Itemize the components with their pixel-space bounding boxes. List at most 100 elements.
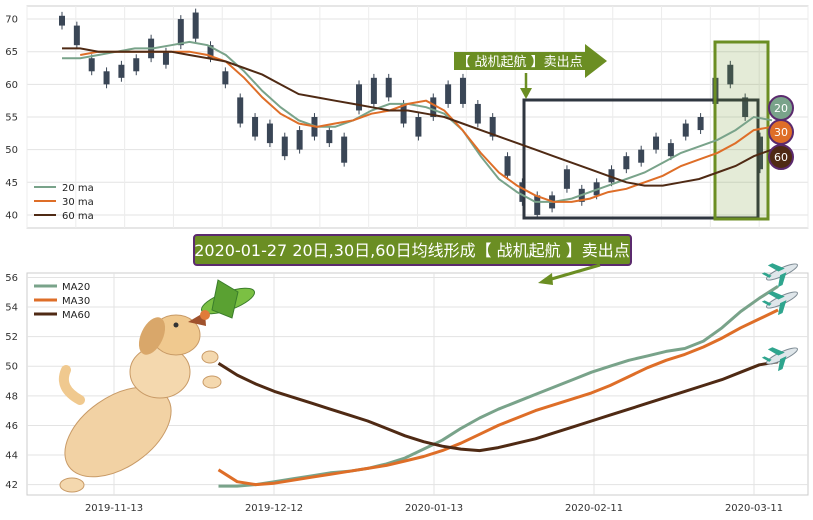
badge-60-label: 60 [774,151,788,164]
candle-body [400,103,407,124]
annotation-pointer-head [520,88,532,99]
candle-y-tick: 55 [5,113,18,124]
candle-body [653,136,660,150]
legend-label-60ma: 60 ma [62,211,94,222]
banner-pointer-line [547,263,601,282]
legend-label-ma60: MA60 [62,310,90,321]
candle-body [341,136,348,163]
ma-line-30ma [80,50,773,203]
legend-label-ma30: MA30 [62,296,90,307]
ma-legend: MA20 MA30 MA60 [34,282,90,321]
candle-body [296,130,303,150]
candle-body [370,77,377,104]
candle-body [162,51,169,65]
annotation-arrow-shape [454,44,607,78]
ma-x-tick: 2019-11-13 [85,503,143,514]
candle-body [207,45,214,59]
signal-zone-box [522,98,760,220]
annotation-label: 【 战机起航 】卖出点 [457,54,582,70]
ma-y-tick: 52 [5,332,18,343]
toy-plane-icon [200,279,255,320]
ma-x-tick: 2020-03-11 [725,503,783,514]
candle-body [563,169,570,189]
signal-banner-text: 2020-01-27 20日,30日,60日均线形成【 战机起航 】卖出点 [194,241,630,260]
sell-point-annotation: 【 战机起航 】卖出点 [454,44,607,99]
badge-60 [768,144,794,170]
candle-body [638,149,645,163]
candle-body [608,169,615,183]
candle-y-tick: 70 [5,15,18,26]
candle-y-tick: 50 [5,145,18,156]
ma-panel: 56 54 52 50 48 46 44 42 2019-11-13 2019-12-12 202… [5,263,809,514]
legend-label-30ma: 30 ma [62,197,94,208]
ma-y-tick: 48 [5,391,18,402]
signal-banner-box [193,234,632,266]
candle-body [697,117,704,131]
candle-legend: 20 ma 30 ma 60 ma [34,183,94,222]
dog-tail [58,365,85,405]
candle-body [326,130,333,144]
candlestick-panel: 70 65 60 55 50 45 40 【 战机起航 】卖出点 20 ma 30 ma 6… [5,5,809,229]
ma-x-tick: 2019-12-12 [245,503,303,514]
jet-icon-3 [761,347,798,372]
sell-point-highlight [713,40,770,221]
toy-plane-wing [211,279,239,319]
candle-body [459,77,466,104]
candle-y-tick: 40 [5,210,18,221]
candle-body [667,143,674,157]
ma-lines [62,40,773,203]
ma-x-axis: 2019-11-13 2019-12-12 2020-01-13 2020-02-11… [85,503,783,514]
candle-y-tick: 60 [5,80,18,91]
candle-body [103,71,110,85]
badge-20-label: 20 [774,102,788,115]
ma-panel-lines [217,285,779,488]
candle-body [266,123,273,144]
candle-body [59,15,65,26]
candle-body [133,58,140,72]
candle-body [682,123,689,137]
dog-ear [138,317,166,355]
banner-pointer-head [538,273,553,285]
ma-panel-line-ma30 [217,308,779,487]
candle-body [192,12,199,39]
ma-panel-line-ma60 [217,360,779,453]
candle-body [177,19,184,46]
candle-body [519,182,526,202]
candle-body [88,58,95,72]
candle-body [430,97,437,117]
candle-body [252,117,259,137]
candle-body [504,156,511,176]
dog-paw-front [201,350,219,364]
ma-line-60ma [62,47,773,187]
badge-30-label: 30 [774,126,788,139]
toy-plane-propeller [200,310,210,320]
candle-body [445,84,452,104]
legend-label-20ma: 20 ma [62,183,94,194]
candle-body [118,64,125,78]
ma-y-tick: 56 [5,273,18,284]
candle-body [237,97,244,124]
dog-paw-front-2 [202,375,222,389]
candle-body [415,117,422,137]
candle-y-tick: 65 [5,47,18,58]
ma-y-tick: 42 [5,480,18,491]
ma-y-tick: 50 [5,362,18,373]
ma-y-tick: 44 [5,451,18,462]
ma-line-20ma [62,40,773,203]
candle-body [73,25,80,46]
ma-y-axis: 56 54 52 50 48 46 44 42 [5,273,18,491]
ma-y-tick: 54 [5,303,18,314]
ma-end-badges: 20 30 60 [768,95,794,170]
jet-icon-1 [761,263,798,288]
candle-y-axis: 70 65 60 55 50 45 40 [5,15,18,222]
signal-banner: 2020-01-27 20日,30日,60日均线形成【 战机起航 】卖出点 [193,234,632,285]
jet-icon-2 [761,291,798,316]
candle-body [489,117,496,137]
dog-paw-back [59,477,85,493]
candle-body [623,156,630,170]
candle-body [356,84,363,111]
dog-illustration [58,312,222,493]
ma-x-tick: 2020-01-13 [405,503,463,514]
candle-body [534,195,541,215]
candle-body [474,103,481,124]
